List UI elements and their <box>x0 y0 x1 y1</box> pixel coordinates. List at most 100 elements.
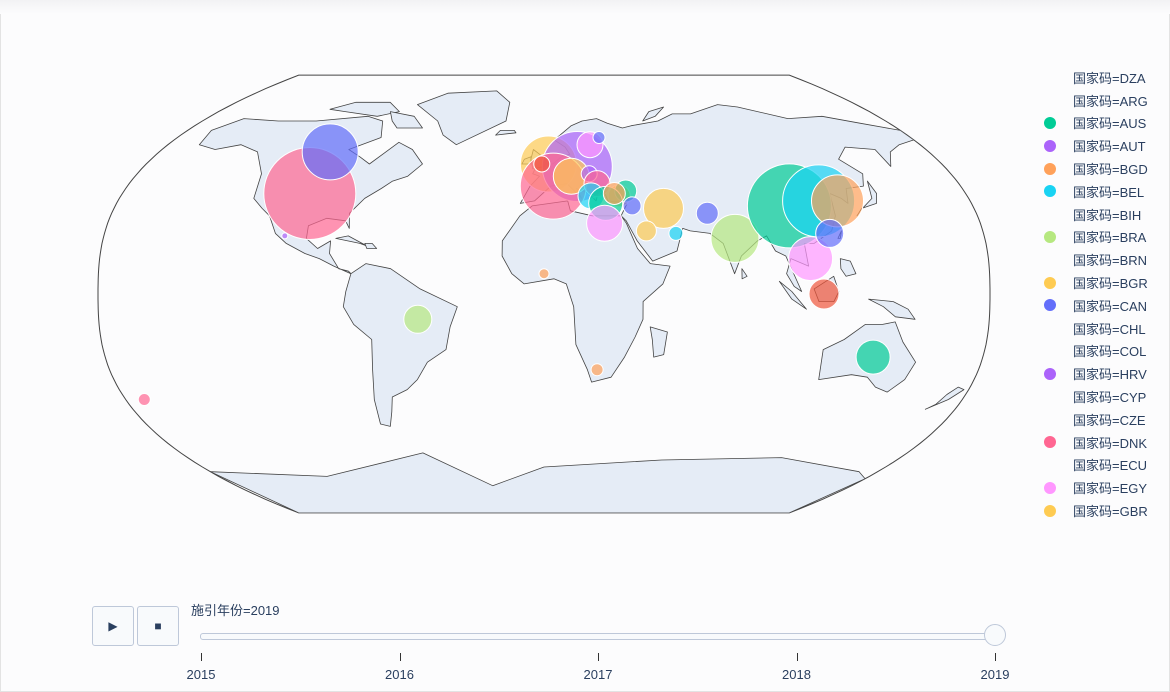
stop-icon: ■ <box>154 619 162 633</box>
legend: 国家码=DZA 国家码=ARG 国家码=AUS 国家码=AUT 国家码=BGD 国家码=B… <box>1040 66 1170 522</box>
data-bubble[interactable] <box>855 339 891 375</box>
land-shape <box>924 386 965 410</box>
legend-marker-icon <box>1044 139 1056 152</box>
legend-item[interactable]: 国家码=ARG <box>1040 89 1170 112</box>
data-bubble[interactable] <box>301 123 359 181</box>
data-bubble[interactable] <box>590 363 604 377</box>
legend-marker-icon <box>1044 276 1056 289</box>
data-bubble[interactable] <box>695 201 719 225</box>
legend-item[interactable]: 国家码=CAN <box>1040 294 1170 317</box>
legend-label: 国家码=DZA <box>1073 70 1146 86</box>
land-shape <box>390 111 423 129</box>
legend-label: 国家码=BRN <box>1073 253 1148 269</box>
legend-item[interactable]: 国家码=DNK <box>1040 431 1170 454</box>
legend-item[interactable]: 国家码=BGR <box>1040 271 1170 294</box>
slider-tick-label[interactable]: 2015 <box>186 667 216 682</box>
legend-item[interactable]: 国家码=CZE <box>1040 408 1170 431</box>
legend-label: 国家码=BIH <box>1073 207 1142 223</box>
land-shape <box>495 130 517 136</box>
data-bubble[interactable] <box>281 232 289 240</box>
land-shape <box>501 200 671 383</box>
legend-label: 国家码=CYP <box>1073 390 1147 406</box>
legend-marker-icon <box>1044 481 1056 494</box>
legend-marker-icon <box>1044 116 1056 129</box>
legend-label: 国家码=EGY <box>1073 481 1148 497</box>
legend-label: 国家码=AUT <box>1073 139 1146 155</box>
legend-item[interactable]: 国家码=ECU <box>1040 454 1170 477</box>
data-bubble[interactable] <box>710 213 760 263</box>
legend-marker-icon <box>1044 254 1056 266</box>
legend-item[interactable]: 国家码=COL <box>1040 340 1170 363</box>
legend-marker-icon <box>1044 322 1056 334</box>
legend-item[interactable]: 国家码=CHL <box>1040 317 1170 340</box>
legend-marker-icon <box>1044 345 1056 357</box>
legend-label: 国家码=HRV <box>1073 367 1147 383</box>
legend-item[interactable]: 国家码=HRV <box>1040 362 1170 385</box>
slider-tick <box>598 653 599 661</box>
legend-marker-icon <box>1044 504 1056 517</box>
legend-label: 国家码=BRA <box>1073 230 1147 246</box>
legend-marker-icon <box>1044 185 1056 198</box>
land-shape <box>868 298 916 320</box>
legend-item[interactable]: 国家码=BRA <box>1040 226 1170 249</box>
data-bubble[interactable] <box>602 182 626 205</box>
legend-label: 国家码=BGD <box>1073 162 1148 178</box>
legend-label: 国家码=BEL <box>1073 184 1145 200</box>
data-bubble[interactable] <box>533 155 551 173</box>
play-button[interactable]: ▶ <box>92 606 134 646</box>
slider-tick-label[interactable]: 2017 <box>583 667 613 682</box>
legend-marker-icon <box>1044 230 1056 243</box>
legend-item[interactable]: 国家码=AUS <box>1040 112 1170 135</box>
slider-tick-label[interactable]: 2016 <box>385 667 414 682</box>
legend-label: 国家码=ARG <box>1073 93 1148 109</box>
data-bubble[interactable] <box>643 187 684 229</box>
legend-label: 国家码=AUS <box>1073 116 1147 132</box>
legend-marker-icon <box>1044 94 1056 106</box>
land-shape <box>342 263 458 427</box>
data-bubble[interactable] <box>788 236 834 282</box>
toolbar-strip <box>0 0 1170 14</box>
land-shape <box>741 268 748 280</box>
legend-item[interactable]: 国家码=EGY <box>1040 476 1170 499</box>
data-bubble[interactable] <box>635 220 657 242</box>
data-bubble[interactable] <box>668 225 684 241</box>
slider-track[interactable] <box>200 633 1000 640</box>
legend-item[interactable]: 国家码=BIH <box>1040 203 1170 226</box>
legend-item[interactable]: 国家码=DZA <box>1040 66 1170 89</box>
land-shape <box>839 258 857 277</box>
legend-marker-icon <box>1044 71 1056 83</box>
legend-label: 国家码=COL <box>1073 344 1147 360</box>
legend-label: 国家码=GBR <box>1073 504 1148 520</box>
slider-handle[interactable] <box>984 624 1006 646</box>
legend-item[interactable]: 国家码=GBR <box>1040 499 1170 522</box>
legend-label: 国家码=BGR <box>1073 276 1148 292</box>
data-bubble[interactable] <box>137 393 151 406</box>
legend-marker-icon <box>1044 436 1056 449</box>
legend-item[interactable]: 国家码=BGD <box>1040 157 1170 180</box>
data-bubble[interactable] <box>811 174 864 228</box>
legend-marker-icon <box>1044 162 1056 175</box>
legend-item[interactable]: 国家码=CYP <box>1040 385 1170 408</box>
data-bubble[interactable] <box>592 131 606 144</box>
data-bubble[interactable] <box>622 196 642 216</box>
land-shape <box>778 280 807 310</box>
slider-tick <box>399 653 401 661</box>
slider-current-value: 施引年份=2019 <box>191 603 280 618</box>
slider-tick-label[interactable]: 2019 <box>980 667 1010 682</box>
stop-button[interactable]: ■ <box>137 606 179 646</box>
data-bubble[interactable] <box>538 268 550 280</box>
legend-label: 国家码=DNK <box>1073 435 1148 451</box>
data-bubble[interactable] <box>808 278 840 310</box>
legend-item[interactable]: 国家码=BEL <box>1040 180 1170 203</box>
data-bubble[interactable] <box>403 304 433 334</box>
legend-marker-icon <box>1044 391 1056 403</box>
data-bubble[interactable] <box>815 218 845 248</box>
legend-label: 国家码=ECU <box>1073 458 1148 474</box>
land-shape <box>210 452 866 513</box>
legend-marker-icon <box>1044 459 1056 471</box>
legend-item[interactable]: 国家码=AUT <box>1040 134 1170 157</box>
slider-tick-label[interactable]: 2018 <box>782 667 811 682</box>
data-bubble[interactable] <box>586 204 624 242</box>
legend-item[interactable]: 国家码=BRN <box>1040 248 1170 271</box>
